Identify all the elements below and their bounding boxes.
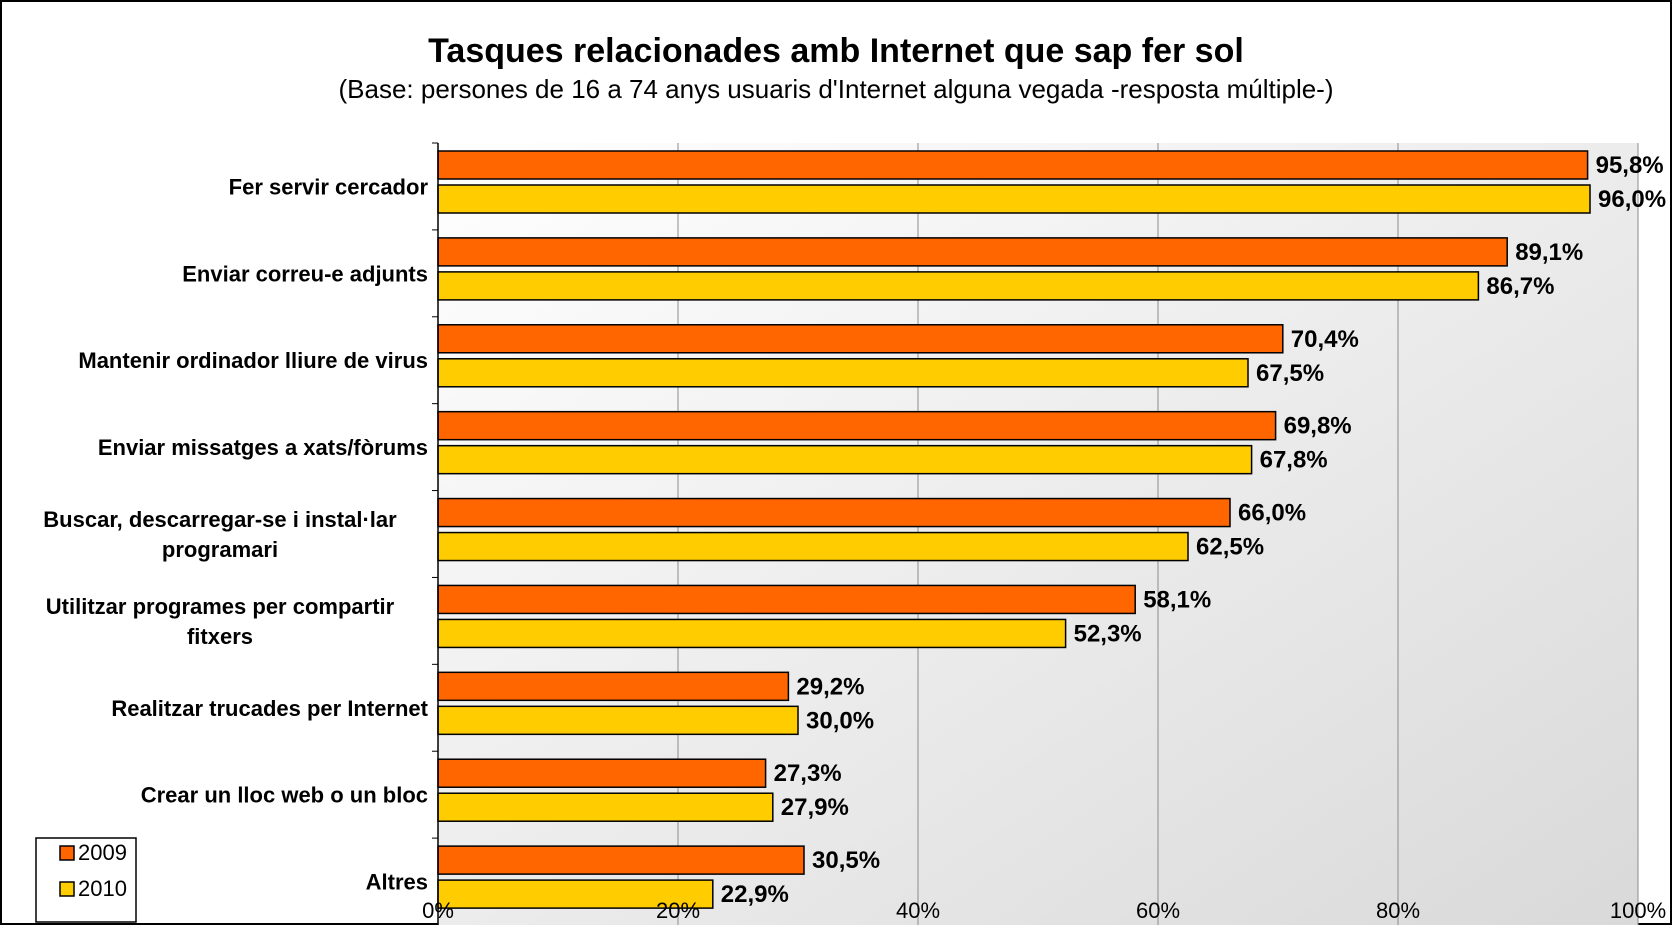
data-label: 67,5%	[1256, 360, 1324, 387]
bar-2009	[437, 237, 1508, 267]
data-label: 69,8%	[1284, 413, 1352, 440]
bar-2010	[437, 184, 1591, 214]
bar-2010	[437, 705, 799, 736]
bar-2010	[437, 618, 1067, 649]
bar-2009	[437, 845, 805, 875]
bar-2010	[437, 879, 714, 909]
bar-2010	[437, 358, 1249, 388]
bar-2010	[437, 531, 1189, 562]
x-tick-label: 0%	[422, 898, 454, 923]
legend-label: 2009	[78, 840, 127, 865]
category-label: Buscar, descarregar-se i instal·lar progr…	[43, 507, 397, 562]
x-tick-label: 100%	[1610, 898, 1666, 923]
data-label: 86,7%	[1486, 273, 1554, 300]
category-label: Mantenir ordinador lliure de virus	[78, 348, 428, 373]
category-label: Fer servir cercador	[229, 174, 429, 199]
category-label: Enviar correu-e adjunts	[182, 261, 428, 286]
category-label: Utilitzar programes per compartir fitxers	[46, 594, 395, 649]
data-label: 30,0%	[806, 707, 874, 734]
legend-box	[35, 837, 137, 923]
data-label: 70,4%	[1291, 326, 1359, 353]
data-label: 67,8%	[1260, 447, 1328, 474]
data-label: 62,5%	[1196, 534, 1264, 561]
data-label: 66,0%	[1238, 500, 1306, 527]
legend-swatch	[59, 845, 75, 861]
bar-2010	[437, 792, 774, 822]
category-label: Altres	[366, 870, 428, 895]
bar-2009	[437, 497, 1231, 528]
x-tick-label: 80%	[1376, 898, 1420, 923]
bar-2010	[437, 444, 1253, 475]
data-label: 29,2%	[796, 673, 864, 700]
bar-2009	[437, 150, 1589, 180]
bar-2009	[437, 671, 790, 702]
data-label: 22,9%	[721, 881, 789, 908]
category-label: Enviar missatges a xats/fòrums	[98, 435, 428, 460]
data-label: 27,3%	[774, 760, 842, 787]
chart-subtitle: (Base: persones de 16 a 74 anys usuaris …	[339, 74, 1334, 104]
bar-2009	[437, 410, 1277, 441]
category-label: Crear un lloc web o un bloc	[141, 783, 428, 808]
data-label: 30,5%	[812, 847, 880, 874]
data-label: 58,1%	[1143, 586, 1211, 613]
data-label: 89,1%	[1515, 239, 1583, 266]
x-tick-label: 60%	[1136, 898, 1180, 923]
data-label: 95,8%	[1596, 152, 1664, 179]
legend-label: 2010	[78, 876, 127, 901]
category-label: Realitzar trucades per Internet	[111, 696, 428, 721]
bar-2009	[437, 324, 1284, 354]
bar-2009	[437, 758, 767, 788]
bar-2010	[437, 271, 1480, 301]
legend: 2009 2010	[35, 837, 137, 923]
chart-title: Tasques relacionades amb Internet que sa…	[428, 32, 1244, 70]
data-label: 52,3%	[1074, 620, 1142, 647]
x-tick-label: 20%	[656, 898, 700, 923]
data-label: 96,0%	[1598, 186, 1666, 213]
data-label: 27,9%	[781, 794, 849, 821]
bar-2009	[437, 584, 1136, 615]
x-tick-label: 40%	[896, 898, 940, 923]
legend-swatch	[59, 881, 75, 897]
